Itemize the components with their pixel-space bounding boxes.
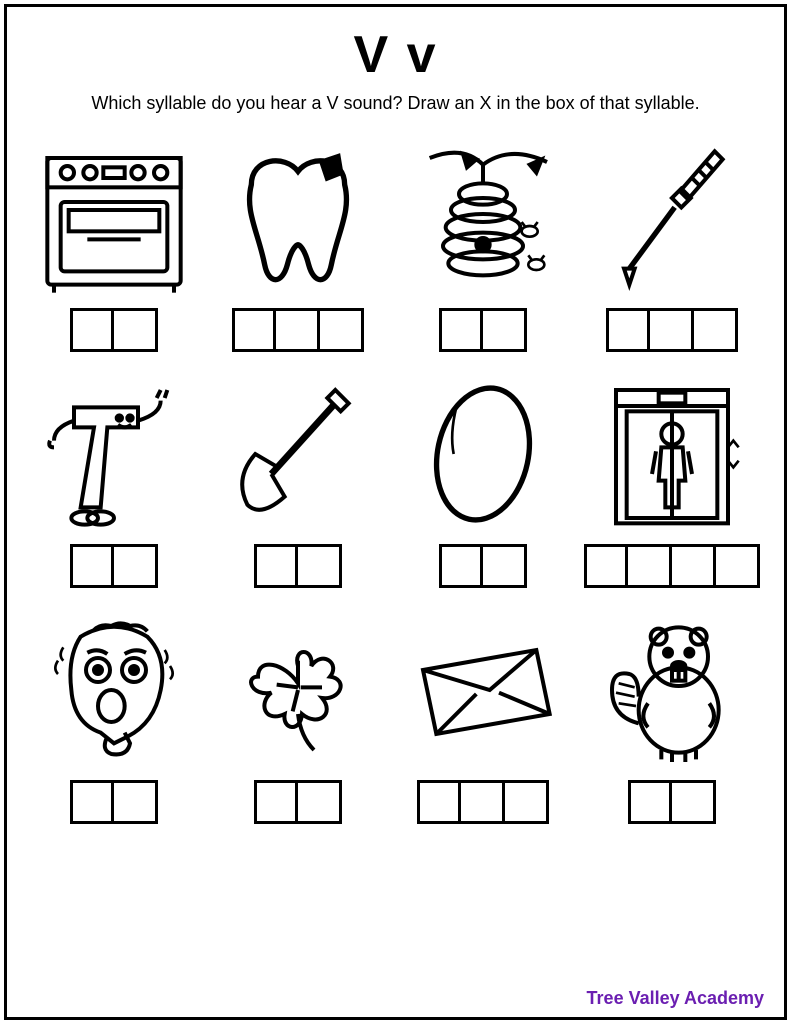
item-cavity [215,138,381,352]
syllable-box[interactable] [672,544,716,588]
syllable-box[interactable] [114,308,158,352]
syllable-box[interactable] [628,780,672,824]
item-beaver [584,610,760,824]
syllable-box[interactable] [254,544,298,588]
syllable-box[interactable] [461,780,505,824]
syllable-box[interactable] [114,544,158,588]
syllable-box[interactable] [606,308,650,352]
syllable-box[interactable] [70,308,114,352]
oval-icon [403,374,563,534]
syllable-boxes [70,780,158,824]
seven-icon [34,374,194,534]
syllable-box[interactable] [483,308,527,352]
syllable-box[interactable] [439,308,483,352]
brand-label: Tree Valley Academy [587,988,764,1009]
item-nervous [31,610,197,824]
shovel-icon [218,374,378,534]
item-oven [31,138,197,352]
syllable-box[interactable] [628,544,672,588]
worksheet-page: V v Which syllable do you hear a V sound… [4,4,787,1020]
syllable-boxes [628,780,716,824]
syllable-box[interactable] [70,780,114,824]
syllable-box[interactable] [694,308,738,352]
syllable-box[interactable] [672,780,716,824]
instruction-text: Which syllable do you hear a V sound? Dr… [31,93,760,114]
syllable-boxes [254,780,342,824]
syllable-box[interactable] [483,544,527,588]
syllable-box[interactable] [505,780,549,824]
clover-icon [218,610,378,770]
screwdriver-icon [592,138,752,298]
syllable-boxes [439,544,527,588]
syllable-boxes [417,780,549,824]
syllable-boxes [254,544,342,588]
syllable-box[interactable] [320,308,364,352]
oven-icon [34,138,194,298]
item-beehive [400,138,566,352]
item-shovel [215,374,381,588]
syllable-box[interactable] [439,544,483,588]
beaver-icon [592,610,752,770]
syllable-box[interactable] [298,544,342,588]
tooth-icon [218,138,378,298]
item-elevator [584,374,760,588]
item-clover [215,610,381,824]
syllable-box[interactable] [650,308,694,352]
syllable-box[interactable] [232,308,276,352]
syllable-box[interactable] [298,780,342,824]
syllable-box[interactable] [70,544,114,588]
syllable-box[interactable] [254,780,298,824]
syllable-boxes [606,308,738,352]
item-seven [31,374,197,588]
syllable-boxes [232,308,364,352]
beehive-icon [403,138,563,298]
item-envelope [400,610,566,824]
item-screwdriver [584,138,760,352]
syllable-boxes [584,544,760,588]
syllable-boxes [70,308,158,352]
worksheet-grid [31,138,760,824]
nervous-face-icon [34,610,194,770]
syllable-boxes [439,308,527,352]
syllable-boxes [70,544,158,588]
syllable-box[interactable] [276,308,320,352]
elevator-icon [592,374,752,534]
syllable-box[interactable] [716,544,760,588]
letter-title: V v [31,25,760,85]
syllable-box[interactable] [417,780,461,824]
item-oval [400,374,566,588]
envelope-icon [403,610,563,770]
syllable-box[interactable] [584,544,628,588]
syllable-box[interactable] [114,780,158,824]
